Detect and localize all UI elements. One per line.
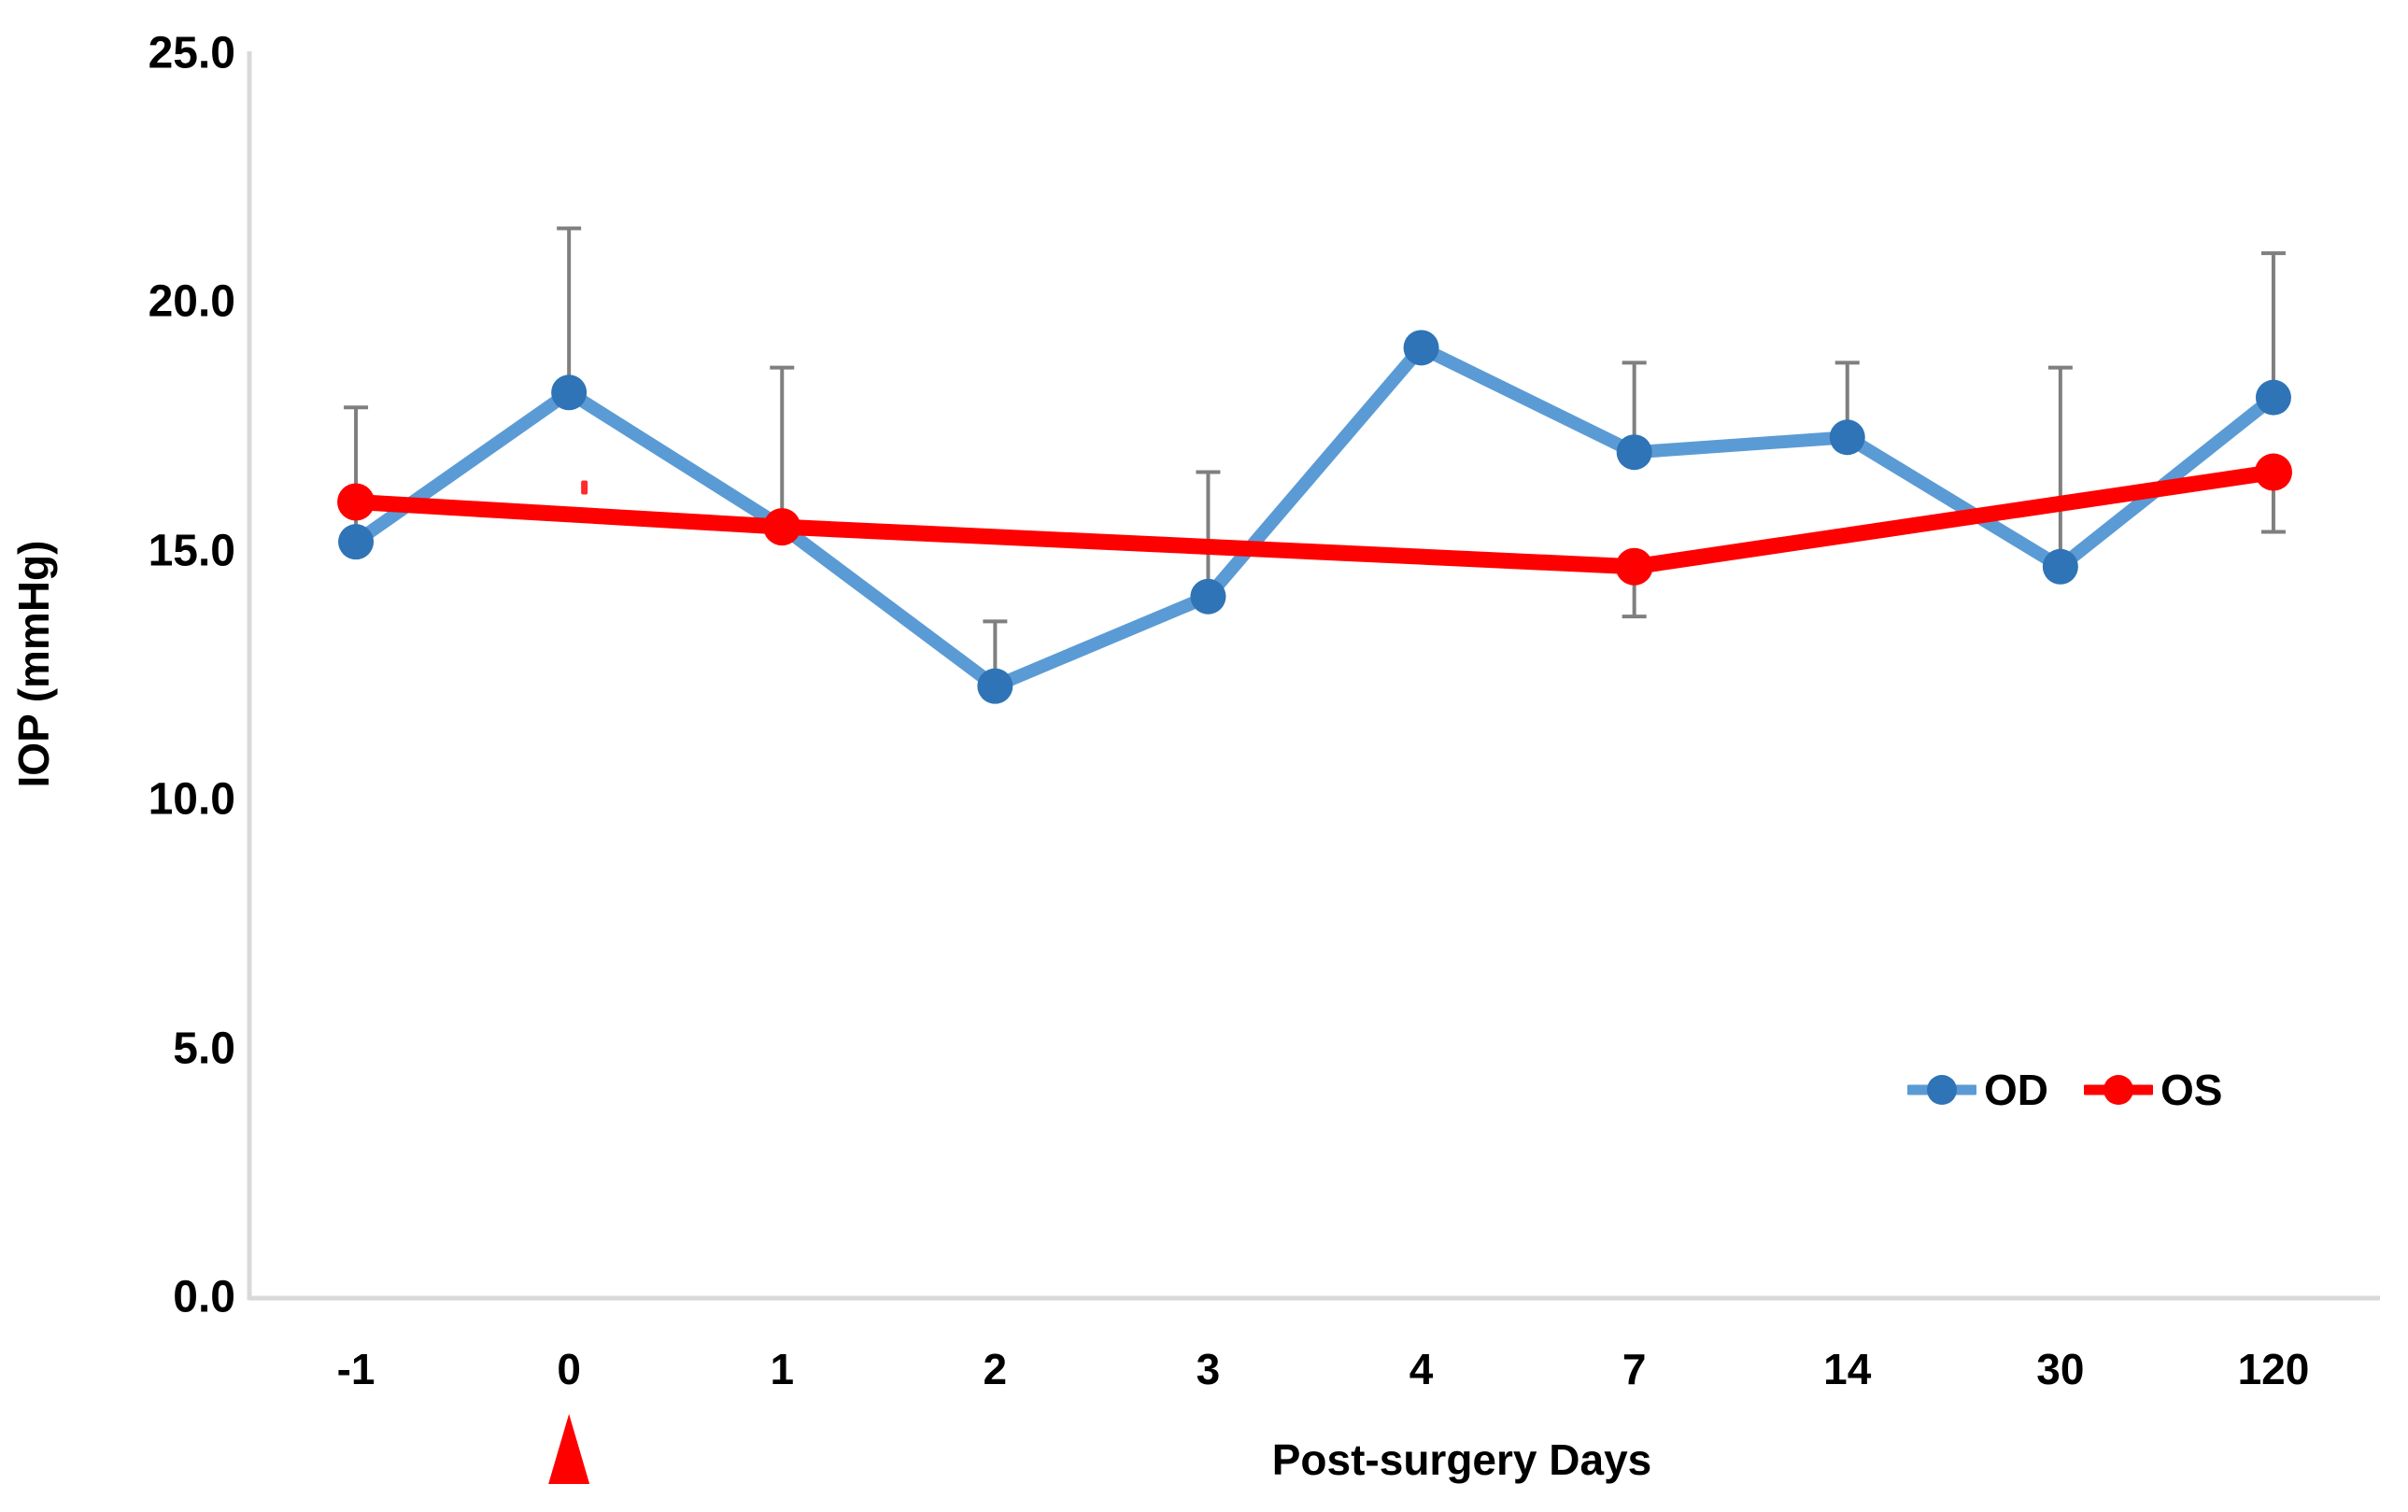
legend-series-glyph-icon (1907, 1075, 1976, 1105)
x-tick-label: 7 (1622, 1345, 1647, 1393)
legend-item-os: OS (2084, 1065, 2222, 1115)
legend: OD OS (1907, 1065, 2222, 1115)
surgery-triangle-icon (548, 1414, 590, 1484)
od-marker (977, 668, 1013, 704)
od-marker (1616, 434, 1652, 471)
y-tick-label: 0.0 (173, 1272, 235, 1322)
y-tick-label: 25.0 (148, 28, 235, 78)
y-tick-label: 15.0 (148, 526, 235, 576)
os-marker (763, 508, 801, 546)
od-marker (338, 524, 375, 560)
od-line (349, 341, 2280, 693)
x-tick-label: 2 (983, 1345, 1008, 1393)
os-marker (2254, 453, 2292, 491)
y-axis-title: IOP (mmHg) (9, 540, 58, 788)
od-marker (1403, 330, 1439, 366)
x-tick-label: 4 (1409, 1345, 1434, 1393)
legend-label: OS (2160, 1066, 2223, 1114)
os-line (347, 464, 2282, 575)
legend-series-glyph-icon (2084, 1075, 2153, 1105)
y-tick-label: 10.0 (148, 774, 235, 825)
od-marker (2042, 548, 2078, 585)
legend-label: OD (1984, 1066, 2048, 1114)
x-tick-label: 120 (2237, 1345, 2310, 1393)
x-tick-label: -1 (336, 1345, 375, 1393)
stray-red-mark (581, 480, 588, 495)
x-tick-label: 3 (1196, 1345, 1221, 1393)
x-tick-label: 1 (770, 1345, 795, 1393)
od-marker (1829, 419, 1865, 456)
x-axis-title: Post-surgery Days (1271, 1435, 1652, 1484)
os-marker (337, 483, 375, 521)
x-tick-label: 14 (1823, 1345, 1872, 1393)
x-tick-label: 30 (2036, 1345, 2085, 1393)
legend-item-od: OD (1907, 1065, 2048, 1115)
os-marker (1615, 547, 1653, 586)
y-tick-label: 20.0 (148, 276, 235, 327)
od-marker (551, 374, 588, 411)
x-tick-label: 0 (557, 1345, 581, 1393)
y-tick-label: 5.0 (173, 1023, 235, 1073)
od-marker (1190, 578, 1226, 615)
od-marker (2255, 379, 2291, 416)
